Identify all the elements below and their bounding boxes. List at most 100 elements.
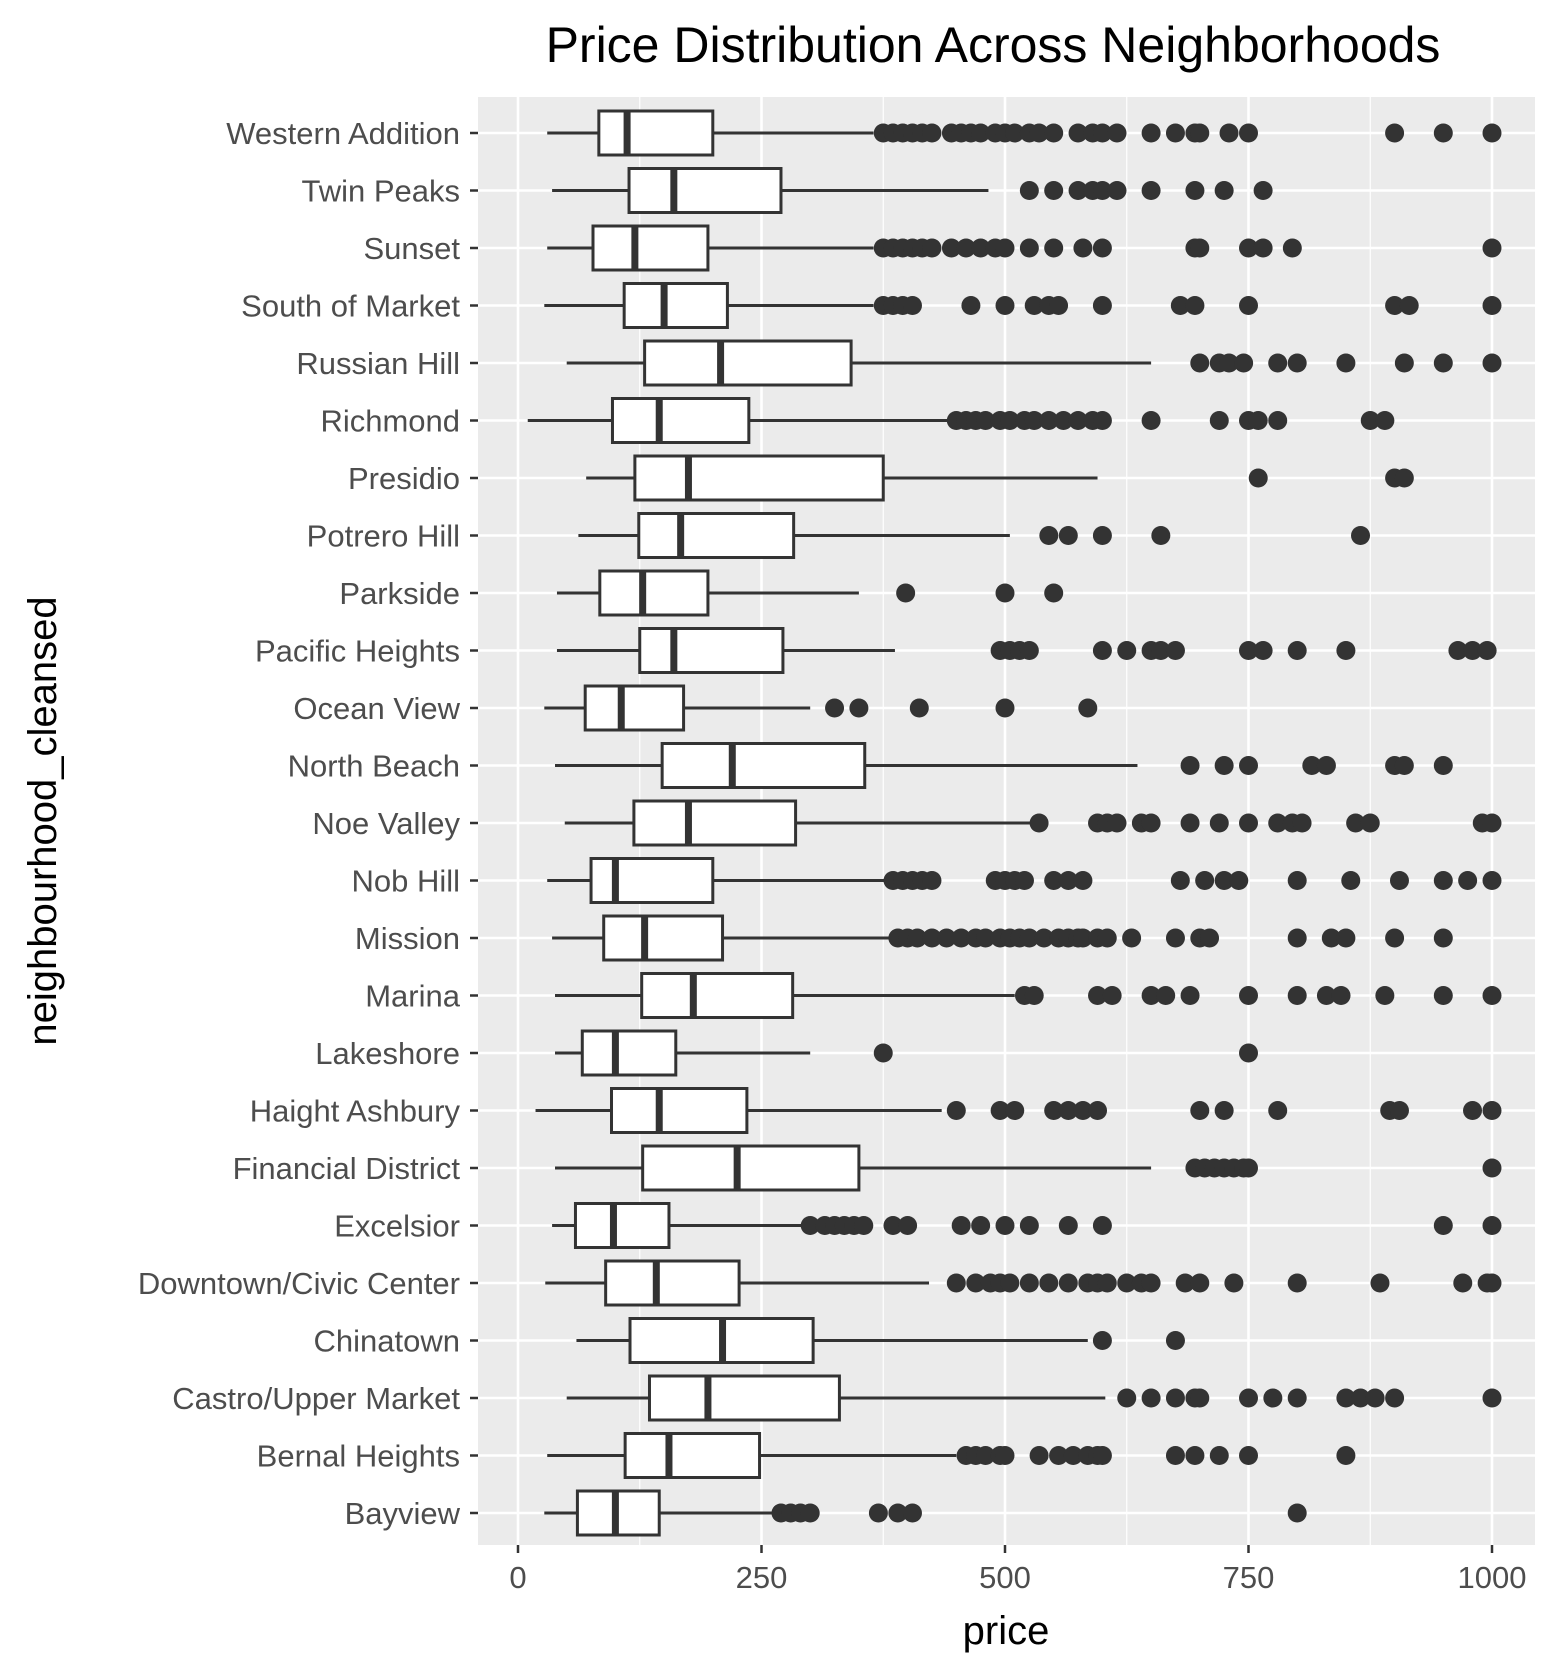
outlier-point [956, 238, 976, 258]
outlier-point [1287, 1388, 1307, 1408]
outlier-point [1346, 813, 1366, 833]
outlier-point [937, 928, 957, 948]
y-tick-label: Marina [365, 979, 461, 1014]
outlier-point [1239, 123, 1258, 143]
outlier-point [951, 1216, 971, 1235]
outlier-point [1389, 871, 1409, 890]
outlier-point [1092, 1331, 1112, 1350]
iqr-box [641, 1144, 861, 1192]
outlier-point [1433, 756, 1453, 775]
outlier-point [1433, 928, 1453, 948]
box-financial-district [555, 1144, 1502, 1192]
outlier-point [1239, 296, 1258, 315]
outlier-point [1058, 1216, 1078, 1235]
box-richmond [527, 397, 1395, 444]
outlier-point [883, 1216, 903, 1235]
outlier-point [1141, 1388, 1161, 1408]
y-tick-label: Haight Ashbury [250, 1094, 461, 1129]
outlier-point [1433, 1216, 1453, 1235]
outlier-point [1448, 641, 1468, 660]
outlier-point [902, 296, 922, 315]
outlier-point [1292, 813, 1312, 833]
box-haight-ashbury [535, 1087, 1502, 1134]
outlier-point [1073, 238, 1093, 258]
outlier-point [1482, 813, 1502, 833]
box-north-beach [555, 742, 1453, 789]
box-mission [552, 914, 1453, 962]
outlier-point [1253, 641, 1273, 660]
outlier-point [1360, 411, 1380, 430]
y-tick-label: South of Market [241, 289, 460, 324]
outlier-point [976, 1446, 996, 1465]
outlier-point [1063, 1446, 1083, 1465]
outlier-point [1399, 296, 1419, 315]
outlier-point [1044, 1101, 1064, 1120]
iqr-box [632, 799, 798, 847]
outlier-point [1282, 238, 1302, 258]
outlier-point [1151, 526, 1171, 545]
outlier-point [1165, 641, 1185, 660]
iqr-box [610, 397, 751, 444]
outlier-point [1073, 871, 1093, 890]
outlier-point [1097, 928, 1117, 948]
iqr-box [643, 339, 853, 387]
outlier-point [1219, 123, 1239, 143]
y-tick-label: Noe Valley [312, 806, 460, 841]
outlier-point [868, 1503, 888, 1523]
outlier-point [1195, 871, 1215, 890]
outlier-point [1482, 123, 1502, 143]
outlier-point [1141, 411, 1161, 430]
outlier-point [1019, 238, 1039, 258]
iqr-box [591, 224, 710, 272]
y-tick-label: Russian Hill [296, 346, 460, 381]
outlier-point [1482, 353, 1502, 373]
outlier-point [995, 1216, 1015, 1235]
outlier-point [1117, 641, 1137, 660]
outlier-point [1360, 813, 1380, 833]
outlier-point [1209, 813, 1229, 833]
outlier-point [1141, 123, 1161, 143]
outlier-point [922, 238, 942, 258]
outlier-point [966, 1273, 986, 1293]
outlier-point [888, 1503, 908, 1523]
iqr-box [638, 627, 785, 674]
outlier-point [1287, 928, 1307, 948]
y-tick-label: Financial District [233, 1151, 461, 1186]
y-tick-label: Castro/Upper Market [172, 1381, 460, 1416]
outlier-point [1029, 123, 1049, 143]
outlier-point [1117, 1273, 1137, 1293]
outlier-point [1463, 641, 1483, 660]
box-russian-hill [566, 339, 1502, 387]
x-tick-label: 1000 [1458, 1560, 1527, 1595]
outlier-point [922, 871, 942, 890]
y-tick-label: North Beach [288, 749, 460, 784]
outlier-point [1034, 928, 1054, 948]
outlier-point [898, 1216, 918, 1235]
box-marina [555, 972, 1502, 1019]
outlier-point [1482, 871, 1502, 890]
outlier-point [1039, 526, 1059, 545]
outlier-point [1331, 986, 1351, 1005]
outlier-point [1039, 1273, 1059, 1293]
outlier-point [1351, 1388, 1371, 1408]
box-sunset [547, 224, 1502, 272]
outlier-point [1019, 928, 1039, 948]
outlier-point [1190, 238, 1210, 258]
outlier-point [1092, 181, 1112, 200]
outlier-point [1200, 928, 1220, 948]
outlier-point [1239, 641, 1258, 660]
y-tick-label: Twin Peaks [301, 174, 460, 209]
outlier-point [1365, 1388, 1385, 1408]
outlier-point [1088, 986, 1108, 1005]
outlier-point [1190, 123, 1210, 143]
outlier-point [1049, 296, 1069, 315]
iqr-box [598, 569, 710, 617]
outlier-point [909, 698, 929, 718]
outlier-point [1321, 928, 1341, 948]
outlier-point [1239, 238, 1258, 258]
outlier-point [1385, 296, 1405, 315]
outlier-point [1433, 123, 1453, 143]
outlier-point [1097, 1273, 1117, 1293]
outlier-point [1394, 468, 1414, 488]
outlier-point [1287, 353, 1307, 373]
